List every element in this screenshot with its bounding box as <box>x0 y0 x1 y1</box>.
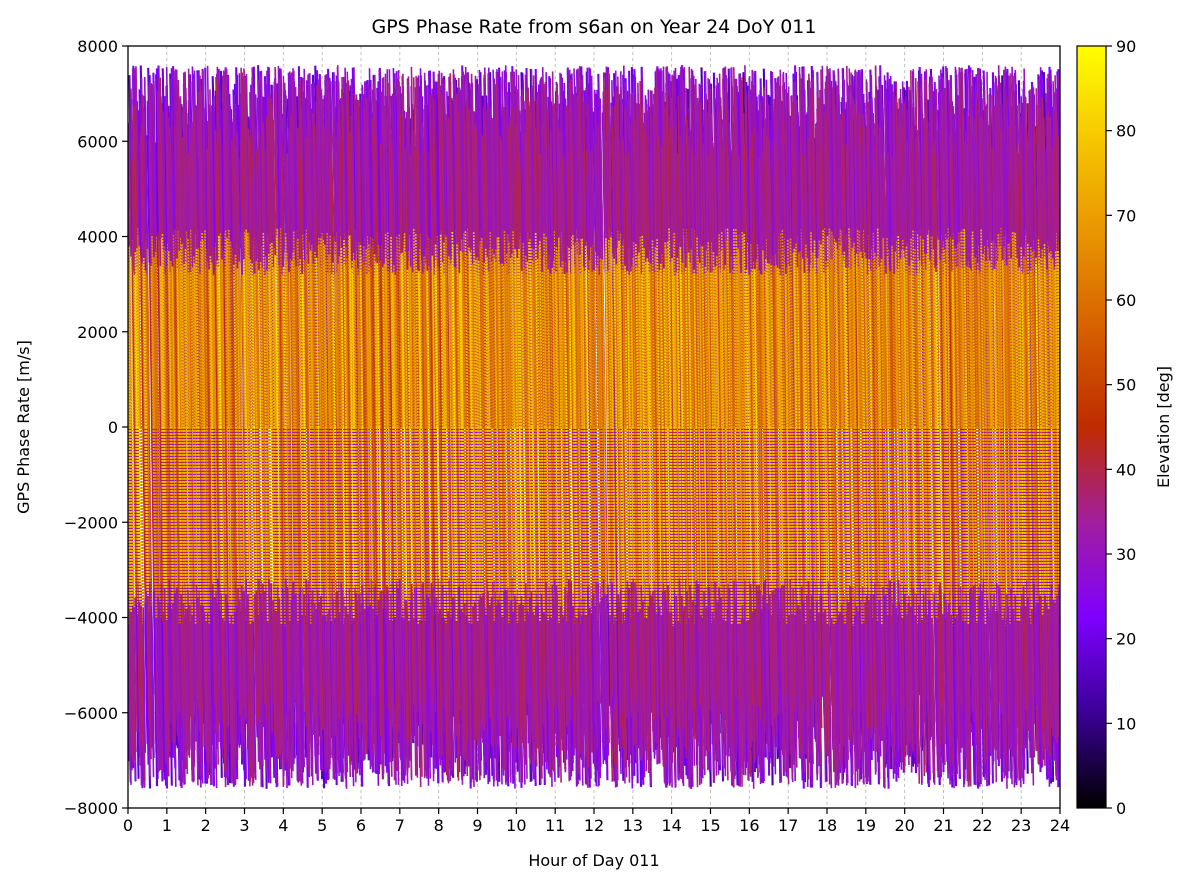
pass-segment <box>273 426 278 594</box>
pass-segment <box>425 426 430 611</box>
pass-segment <box>1059 594 1060 620</box>
pass-segment <box>125 269 127 427</box>
pass-segment <box>352 426 356 611</box>
chart-title: GPS Phase Rate from s6an on Year 24 DoY … <box>372 16 817 38</box>
pass-segment <box>431 426 436 602</box>
pass-segment <box>376 87 381 240</box>
pass-segment <box>236 605 241 748</box>
pass-segment <box>433 601 438 740</box>
pass-segment <box>122 132 124 261</box>
pass-segment <box>590 613 595 764</box>
pass-segment <box>1059 230 1060 258</box>
pass-segment <box>791 426 796 593</box>
pass-segment <box>322 426 326 611</box>
pass-segment <box>785 426 789 593</box>
pass-segment <box>123 242 125 427</box>
pass-segment <box>207 426 212 593</box>
pass-segment <box>245 621 250 781</box>
pass-segment <box>588 426 593 614</box>
pass-segment <box>213 248 218 428</box>
pass-segment <box>122 138 124 264</box>
pass-segment <box>778 426 783 607</box>
pass-segment <box>124 256 126 427</box>
pass-segment <box>1006 68 1011 230</box>
pass-segment <box>513 274 518 428</box>
pass-segment <box>451 426 456 611</box>
pass-segment <box>1065 624 1067 785</box>
pass-segment <box>124 264 126 427</box>
pass-segment <box>563 611 568 760</box>
pass-segment <box>450 589 455 717</box>
pass-segment <box>225 426 229 604</box>
pass-segment <box>672 426 677 611</box>
pass-segment <box>1062 427 1064 614</box>
pass-segment <box>222 250 227 428</box>
pass-segment <box>296 426 300 593</box>
pass-segment <box>780 243 784 428</box>
pass-segment <box>135 426 140 592</box>
pass-segment <box>429 252 434 428</box>
pass-segment <box>125 102 127 246</box>
pass-segment <box>1062 427 1064 584</box>
pass-segment <box>706 426 711 593</box>
pass-segment <box>1065 584 1067 705</box>
pass-segment <box>563 234 568 428</box>
pass-segment <box>549 426 553 594</box>
pass-segment <box>1062 427 1064 584</box>
pass-segment <box>325 426 330 611</box>
pass-segment <box>125 427 127 612</box>
pass-segment <box>128 426 133 594</box>
pass-segment <box>163 426 167 611</box>
data-series <box>120 65 1068 789</box>
pass-segment <box>586 240 590 428</box>
pass-segment <box>124 261 126 427</box>
pass-segment <box>124 231 126 427</box>
pass-segment <box>1064 584 1066 705</box>
pass-segment <box>650 426 655 607</box>
pass-segment <box>613 426 618 601</box>
pass-segment <box>765 426 770 611</box>
pass-segment <box>800 426 805 611</box>
pass-segment <box>1062 427 1064 593</box>
pass-segment <box>220 110 225 251</box>
pass-segment <box>312 426 317 593</box>
pass-segment <box>1066 588 1068 713</box>
pass-segment <box>124 257 126 427</box>
pass-segment <box>120 93 122 242</box>
pass-segment <box>122 84 124 238</box>
pass-segment <box>234 426 238 606</box>
pass-segment <box>808 426 813 593</box>
pass-segment <box>124 105 126 248</box>
pass-segment <box>747 156 752 274</box>
pass-segment <box>1063 427 1065 624</box>
pass-segment <box>726 605 731 749</box>
pass-segment <box>615 600 620 738</box>
pass-segment <box>1064 614 1066 765</box>
pass-segment <box>1063 427 1065 588</box>
pass-segment <box>187 426 191 593</box>
pass-segment <box>1064 593 1066 723</box>
pass-segment <box>1061 266 1063 427</box>
pass-segment <box>211 105 216 249</box>
pass-segment <box>122 147 124 269</box>
pass-segment <box>121 72 123 232</box>
